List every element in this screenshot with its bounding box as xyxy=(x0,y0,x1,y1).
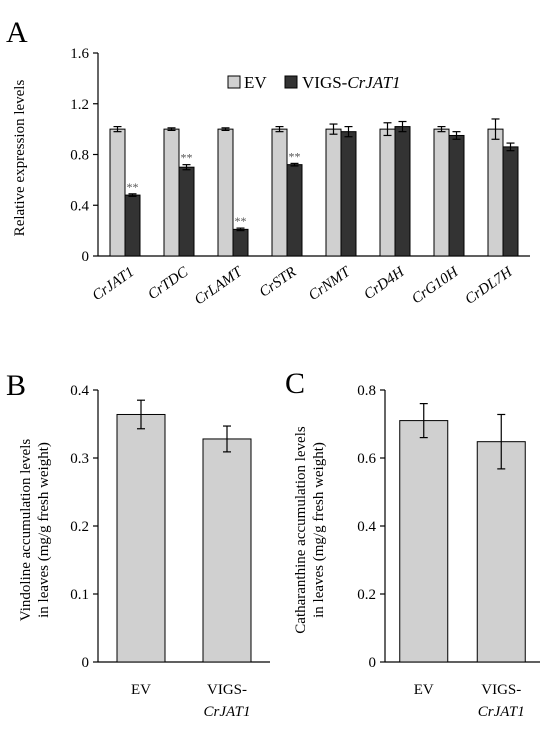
panel-a-bar-vigs xyxy=(286,164,303,257)
panel-a-bar-ev xyxy=(325,128,342,257)
panel-a-bar-ev xyxy=(109,128,126,257)
significance-mark: ** xyxy=(127,180,139,194)
panel-a-category-label: CrSTR xyxy=(257,264,300,301)
significance-mark: ** xyxy=(289,149,301,163)
panel-c-category-label: VIGS- xyxy=(481,682,521,698)
significance-mark: ** xyxy=(181,151,193,165)
panel-a-bar-ev xyxy=(487,128,504,257)
panel-c-label: C xyxy=(285,367,305,400)
panel-a-ytick-label: 0.8 xyxy=(70,148,89,164)
panel-c-category-label: EV xyxy=(414,682,434,698)
panel-b-category-label: EV xyxy=(131,682,151,698)
panel-b-ytick-label: 0 xyxy=(82,655,90,671)
panel-c-bar xyxy=(476,441,526,663)
panel-a-bar-vigs xyxy=(232,228,249,257)
panel-a-ytick-label: 0 xyxy=(82,249,90,265)
panel-c-ytick-label: 0.4 xyxy=(357,519,376,535)
panel-a-bar-ev xyxy=(271,128,288,257)
panel-a-ytick-label: 0.4 xyxy=(70,198,89,214)
panel-b-label: B xyxy=(6,369,26,402)
panel-a-bar-vigs xyxy=(178,166,195,257)
panel-a-bar-vigs xyxy=(448,134,465,257)
panel-c-ylabel: Catharanthine accumulation levels in leav… xyxy=(293,426,327,634)
panel-c-ytick-label: 0.2 xyxy=(357,587,376,603)
legend-swatch-ev xyxy=(227,75,241,89)
panel-a-bar-vigs xyxy=(394,126,411,257)
panel-a-bar-ev xyxy=(163,128,180,257)
panel-b-ylabel: Vindoline accumulation levels in leaves (… xyxy=(18,439,52,622)
panel-b-category-label-italic: CrJAT1 xyxy=(204,704,251,720)
panel-a-ytick-label: 1.6 xyxy=(70,46,89,62)
panel-c-ylabel-line1: Catharanthine accumulation levels xyxy=(293,426,309,634)
panel-b-ytick-label: 0.3 xyxy=(70,451,89,467)
panel-b-ytick-label: 0.4 xyxy=(70,383,89,399)
panel-c-ytick-label: 0.8 xyxy=(357,383,376,399)
panel-a-ylabel: Relative expression levels xyxy=(12,80,28,237)
panel-b-category-label: VIGS- xyxy=(207,682,247,698)
panel-b-ytick-label: 0.1 xyxy=(70,587,89,603)
panel-a-bar-vigs xyxy=(340,131,357,257)
significance-mark: ** xyxy=(235,214,247,228)
panel-a-label: A xyxy=(6,16,28,49)
legend-label-vigs: VIGS-CrJAT1 xyxy=(302,73,401,92)
panel-c-ytick-label: 0.6 xyxy=(357,451,376,467)
panel-b-ylabel-line1: Vindoline accumulation levels xyxy=(18,439,34,622)
panel-a-category-label: CrJAT1 xyxy=(90,264,138,304)
panel-a-bar-vigs xyxy=(502,146,519,257)
panel-a-bar-ev xyxy=(379,128,396,257)
panel-a-ytick-label: 1.2 xyxy=(70,97,89,113)
panel-a-bar-ev xyxy=(217,128,234,257)
panel-a-chart: 0 0.4 0.8 1.2 1.6 ** CrJAT1 ** CrTDC ** CrLAMT ** Cr… xyxy=(70,46,530,308)
panel-a-category-label: CrNMT xyxy=(306,263,355,304)
panel-b-bar xyxy=(116,413,166,663)
panel-c-ylabel-line2: in leaves (mg/g fresh weight) xyxy=(311,442,327,618)
legend-label-vigs-italic: CrJAT1 xyxy=(347,73,400,92)
panel-a-category-label: CrG10H xyxy=(409,264,462,308)
panel-c-ytick-label: 0 xyxy=(369,655,377,671)
panel-b-bar xyxy=(202,438,252,663)
panel-c-category-label-italic: CrJAT1 xyxy=(478,704,525,720)
legend-label-ev: EV xyxy=(244,73,267,92)
panel-a-bar-vigs xyxy=(124,194,141,257)
panel-b-chart: 0 0.1 0.2 0.3 0.4 EV VIGS- CrJAT1 xyxy=(70,383,270,720)
panel-c-chart: 0 0.2 0.4 0.6 0.8 EV VIGS- CrJAT1 xyxy=(357,383,540,720)
legend-label-vigs-prefix: VIGS- xyxy=(302,73,348,92)
panel-b-ylabel-line2: in leaves (mg/g fresh weight) xyxy=(36,442,52,618)
panel-c-bar xyxy=(399,420,449,663)
panel-a-category-label: CrDL7H xyxy=(462,264,516,308)
panel-a-category-label: CrTDC xyxy=(145,264,192,304)
panel-b-ytick-label: 0.2 xyxy=(70,519,89,535)
panel-a-bar-ev xyxy=(433,128,450,257)
panel-a-category-label: CrLAMT xyxy=(192,263,247,308)
legend-swatch-vigs xyxy=(284,75,298,89)
panel-a-category-label: CrD4H xyxy=(361,264,408,304)
